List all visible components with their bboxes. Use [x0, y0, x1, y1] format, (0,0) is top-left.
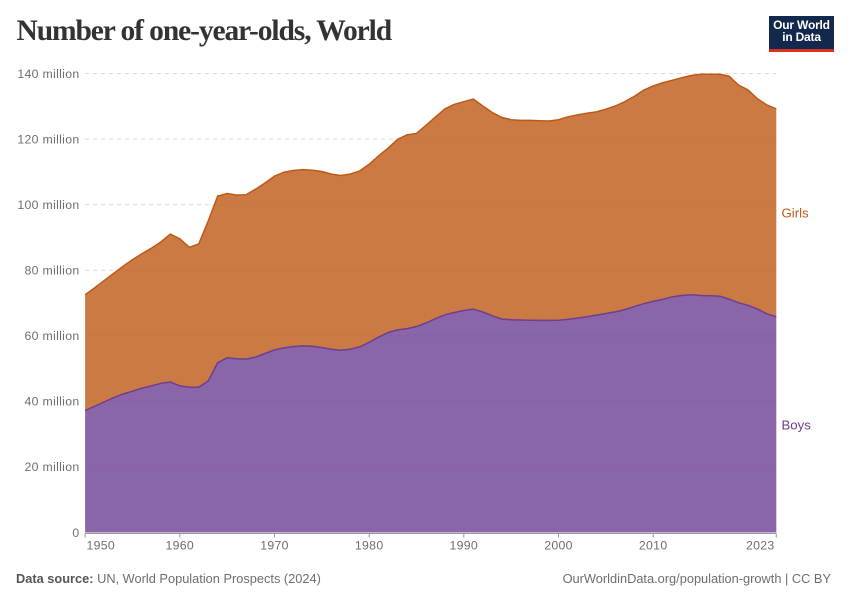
svg-text:1980: 1980 [355, 539, 384, 553]
svg-text:20 million: 20 million [25, 460, 80, 474]
svg-text:1990: 1990 [450, 539, 479, 553]
svg-text:60 million: 60 million [25, 329, 80, 343]
svg-text:40 million: 40 million [25, 395, 80, 409]
svg-text:2000: 2000 [544, 539, 573, 553]
svg-text:Girls: Girls [782, 206, 810, 221]
svg-text:0: 0 [72, 526, 79, 540]
svg-text:Boys: Boys [782, 418, 812, 433]
svg-text:80 million: 80 million [25, 264, 80, 278]
svg-text:120 million: 120 million [17, 132, 79, 146]
svg-text:1960: 1960 [166, 539, 195, 553]
svg-text:2010: 2010 [639, 539, 668, 553]
svg-text:1950: 1950 [87, 539, 116, 553]
svg-text:100 million: 100 million [17, 198, 79, 212]
svg-text:140 million: 140 million [17, 67, 79, 81]
svg-text:2023: 2023 [746, 539, 775, 553]
svg-text:1970: 1970 [260, 539, 289, 553]
